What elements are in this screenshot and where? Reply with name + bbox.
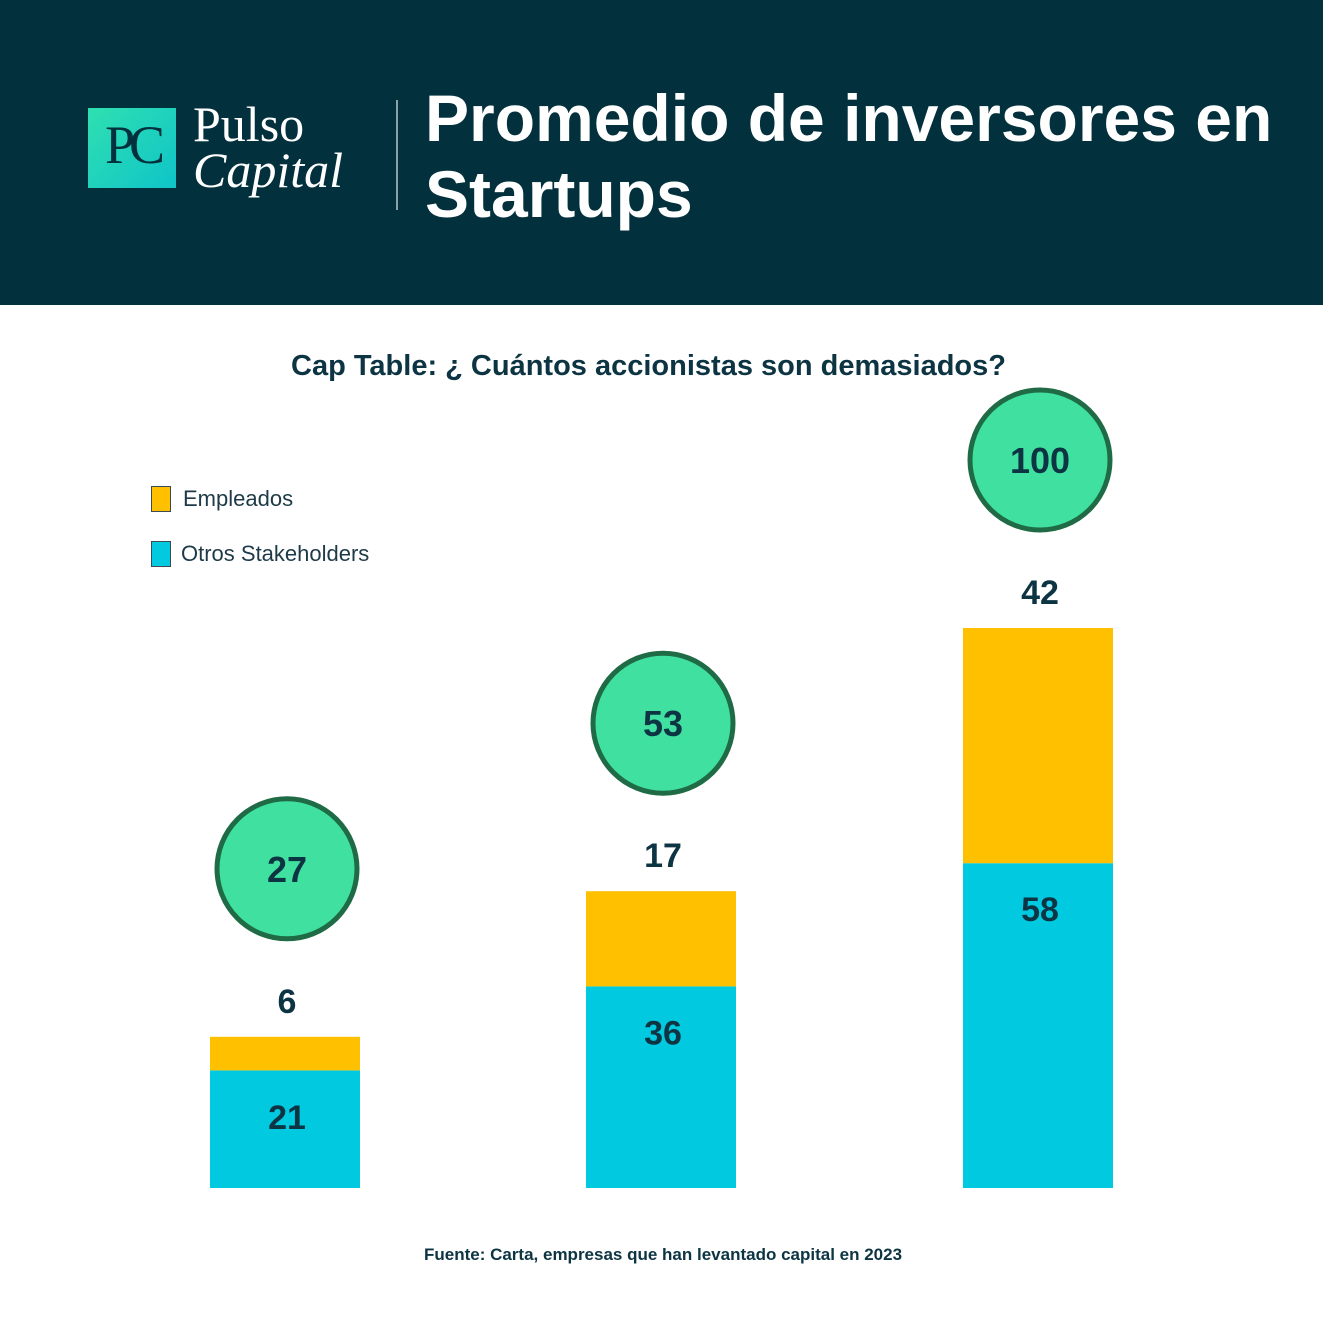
header-banner: PC Pulso Capital Promedio de inversores … [0, 0, 1323, 305]
data-label-otros-3: 58 [1021, 891, 1059, 929]
logo-mark: PC [104, 115, 165, 175]
chart-subtitle: Cap Table: ¿ Cuántos accionistas son dem… [291, 350, 1006, 382]
title-line-1: Promedio de inversores en [425, 81, 1273, 155]
bar-empleados-1 [210, 1036, 360, 1071]
title-line-2: Startups [425, 157, 693, 231]
bar-empleados-2 [586, 891, 736, 987]
source-note: Fuente: Carta, empresas que han levantad… [423, 1245, 903, 1264]
logo-icon: PC [88, 108, 176, 188]
legend-item-empleados: Empleados [151, 486, 293, 512]
data-label-empleados-2: 17 [644, 837, 682, 875]
data-label-empleados-1: 6 [278, 983, 297, 1021]
legend-label-otros: Otros Stakeholders [181, 541, 370, 566]
legend-label-empleados: Empleados [183, 486, 294, 511]
bar-otros-stakeholders-3 [963, 863, 1113, 1188]
header-divider [396, 100, 398, 210]
total-label-3: 100 [1010, 440, 1070, 481]
total-marker-1 [214, 796, 360, 942]
legend-swatch-otros [151, 541, 171, 567]
bar-otros-stakeholders-1 [210, 1070, 360, 1188]
bar-empleados-3 [963, 628, 1113, 864]
data-label-otros-2: 36 [644, 1014, 682, 1052]
total-marker-3 [967, 387, 1113, 533]
legend-item-otros: Otros Stakeholders [151, 541, 369, 567]
total-label-2: 53 [643, 703, 683, 744]
logo-text-pulso: Pulso [193, 96, 305, 152]
page-title: Promedio de inversores en Startups [425, 80, 1285, 232]
legend-swatch-empleados [151, 486, 171, 512]
total-marker-2 [590, 650, 736, 796]
logo-text-capital: Capital [193, 142, 344, 198]
data-label-otros-1: 21 [268, 1099, 306, 1137]
data-label-empleados-3: 42 [1021, 574, 1059, 612]
total-label-1: 27 [267, 849, 307, 890]
bar-otros-stakeholders-2 [586, 986, 736, 1188]
